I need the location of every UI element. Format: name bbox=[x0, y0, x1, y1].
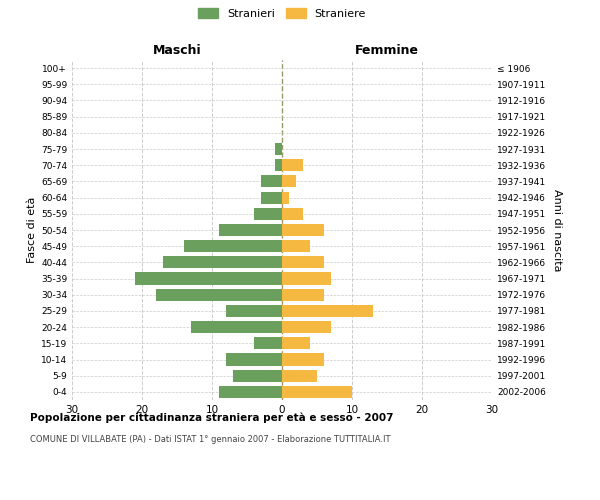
Bar bbox=[282, 354, 324, 366]
Bar bbox=[282, 272, 331, 284]
Bar bbox=[282, 288, 324, 301]
Bar bbox=[191, 321, 282, 333]
Bar bbox=[275, 159, 282, 172]
Bar bbox=[282, 386, 352, 398]
Text: COMUNE DI VILLABATE (PA) - Dati ISTAT 1° gennaio 2007 - Elaborazione TUTTITALIA.: COMUNE DI VILLABATE (PA) - Dati ISTAT 1°… bbox=[30, 435, 391, 444]
Bar bbox=[282, 321, 331, 333]
Bar bbox=[219, 224, 282, 236]
Bar bbox=[282, 208, 303, 220]
Bar bbox=[282, 240, 310, 252]
Y-axis label: Fasce di età: Fasce di età bbox=[27, 197, 37, 263]
Bar bbox=[275, 143, 282, 155]
Bar bbox=[156, 288, 282, 301]
Text: Femmine: Femmine bbox=[355, 44, 419, 57]
Bar bbox=[282, 176, 296, 188]
Bar bbox=[184, 240, 282, 252]
Bar bbox=[163, 256, 282, 268]
Bar bbox=[219, 386, 282, 398]
Bar bbox=[282, 224, 324, 236]
Bar bbox=[282, 192, 289, 203]
Bar bbox=[226, 305, 282, 317]
Y-axis label: Anni di nascita: Anni di nascita bbox=[551, 188, 562, 271]
Bar bbox=[282, 338, 310, 349]
Bar bbox=[135, 272, 282, 284]
Text: Maschi: Maschi bbox=[152, 44, 202, 57]
Bar bbox=[282, 305, 373, 317]
Text: Popolazione per cittadinanza straniera per età e sesso - 2007: Popolazione per cittadinanza straniera p… bbox=[30, 412, 394, 423]
Bar bbox=[226, 354, 282, 366]
Bar bbox=[261, 176, 282, 188]
Bar bbox=[254, 338, 282, 349]
Bar bbox=[254, 208, 282, 220]
Bar bbox=[282, 159, 303, 172]
Bar bbox=[282, 370, 317, 382]
Bar bbox=[261, 192, 282, 203]
Bar bbox=[282, 256, 324, 268]
Bar bbox=[233, 370, 282, 382]
Legend: Stranieri, Straniere: Stranieri, Straniere bbox=[198, 8, 366, 19]
